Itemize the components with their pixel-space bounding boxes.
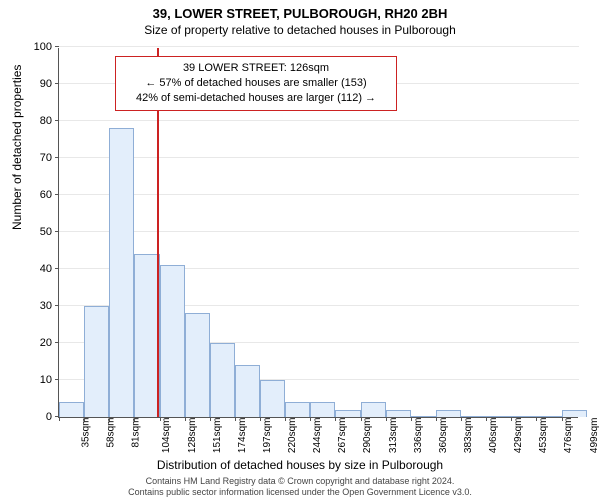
- annotation-line: 42% of semi-detached houses are larger (…: [124, 91, 388, 106]
- histogram-bar: [285, 402, 310, 417]
- x-tick-label: 429sqm: [513, 418, 524, 454]
- x-tick: [461, 417, 462, 421]
- histogram-bar: [335, 410, 360, 417]
- x-tick-label: 290sqm: [362, 418, 373, 454]
- x-tick-label: 174sqm: [237, 418, 248, 454]
- footer-line-1: Contains HM Land Registry data © Crown c…: [0, 476, 600, 487]
- histogram-bar: [109, 128, 134, 417]
- gridline: [59, 231, 579, 232]
- x-tick: [160, 417, 161, 421]
- histogram-bar: [134, 254, 159, 417]
- x-tick-label: 360sqm: [438, 418, 449, 454]
- gridline: [59, 46, 579, 47]
- x-tick-label: 244sqm: [312, 418, 323, 454]
- x-tick-label: 128sqm: [187, 418, 198, 454]
- x-tick: [210, 417, 211, 421]
- x-tick: [562, 417, 563, 421]
- x-tick-label: 406sqm: [488, 418, 499, 454]
- footer-line-2: Contains public sector information licen…: [0, 487, 600, 498]
- x-tick: [109, 417, 110, 421]
- x-tick-label: 197sqm: [262, 418, 273, 454]
- y-tick-label: 100: [22, 41, 52, 53]
- gridline: [59, 157, 579, 158]
- x-tick-label: 220sqm: [287, 418, 298, 454]
- x-tick: [235, 417, 236, 421]
- y-tick: [55, 157, 59, 158]
- x-tick: [59, 417, 60, 421]
- y-tick: [55, 83, 59, 84]
- x-tick: [486, 417, 487, 421]
- x-tick-label: 313sqm: [388, 418, 399, 454]
- y-tick: [55, 194, 59, 195]
- x-tick: [361, 417, 362, 421]
- histogram-bar: [235, 365, 260, 417]
- y-tick: [55, 231, 59, 232]
- x-tick-label: 499sqm: [589, 418, 600, 454]
- y-tick-label: 0: [22, 411, 52, 423]
- y-tick-label: 70: [22, 152, 52, 164]
- footer-attribution: Contains HM Land Registry data © Crown c…: [0, 476, 600, 498]
- y-tick-label: 40: [22, 263, 52, 275]
- x-tick: [260, 417, 261, 421]
- x-tick: [386, 417, 387, 421]
- x-tick-label: 81sqm: [131, 418, 142, 448]
- histogram-bar: [562, 410, 587, 417]
- x-tick: [335, 417, 336, 421]
- x-tick: [310, 417, 311, 421]
- y-tick-label: 10: [22, 374, 52, 386]
- y-tick-label: 60: [22, 189, 52, 201]
- x-tick-label: 336sqm: [413, 418, 424, 454]
- histogram-bar: [310, 402, 335, 417]
- annotation-line: 39 LOWER STREET: 126sqm: [124, 61, 388, 76]
- x-tick: [285, 417, 286, 421]
- histogram-bar: [436, 410, 461, 417]
- histogram-bar: [361, 402, 386, 417]
- x-tick-label: 151sqm: [212, 418, 223, 454]
- plot-region: 010203040506070809010035sqm58sqm81sqm104…: [58, 48, 578, 418]
- x-axis-label: Distribution of detached houses by size …: [0, 458, 600, 472]
- y-tick: [55, 268, 59, 269]
- x-tick: [511, 417, 512, 421]
- x-tick: [536, 417, 537, 421]
- x-tick: [436, 417, 437, 421]
- histogram-bar: [260, 380, 285, 417]
- y-tick-label: 30: [22, 300, 52, 312]
- histogram-bar: [386, 410, 411, 417]
- annotation-box: 39 LOWER STREET: 126sqm← 57% of detached…: [115, 56, 397, 111]
- y-tick-label: 80: [22, 115, 52, 127]
- x-tick-label: 476sqm: [563, 418, 574, 454]
- x-tick: [411, 417, 412, 421]
- x-tick-label: 383sqm: [463, 418, 474, 454]
- histogram-bar: [185, 313, 210, 417]
- chart-area: 010203040506070809010035sqm58sqm81sqm104…: [58, 48, 578, 418]
- histogram-bar: [210, 343, 235, 417]
- y-tick-label: 50: [22, 226, 52, 238]
- gridline: [59, 120, 579, 121]
- histogram-bar: [59, 402, 84, 417]
- x-tick: [185, 417, 186, 421]
- x-tick-label: 453sqm: [538, 418, 549, 454]
- x-tick-label: 58sqm: [106, 418, 117, 448]
- gridline: [59, 194, 579, 195]
- x-tick: [134, 417, 135, 421]
- y-tick: [55, 120, 59, 121]
- annotation-line: ← 57% of detached houses are smaller (15…: [124, 76, 388, 91]
- x-tick: [84, 417, 85, 421]
- histogram-bar: [84, 306, 109, 417]
- x-tick-label: 35sqm: [81, 418, 92, 448]
- x-tick-label: 104sqm: [161, 418, 172, 454]
- page-title: 39, LOWER STREET, PULBOROUGH, RH20 2BH: [0, 0, 600, 21]
- histogram-bar: [160, 265, 185, 417]
- y-tick-label: 20: [22, 337, 52, 349]
- subtitle: Size of property relative to detached ho…: [0, 21, 600, 37]
- y-tick: [55, 379, 59, 380]
- y-tick: [55, 305, 59, 306]
- y-tick: [55, 342, 59, 343]
- x-tick-label: 267sqm: [337, 418, 348, 454]
- y-tick-label: 90: [22, 78, 52, 90]
- y-tick: [55, 46, 59, 47]
